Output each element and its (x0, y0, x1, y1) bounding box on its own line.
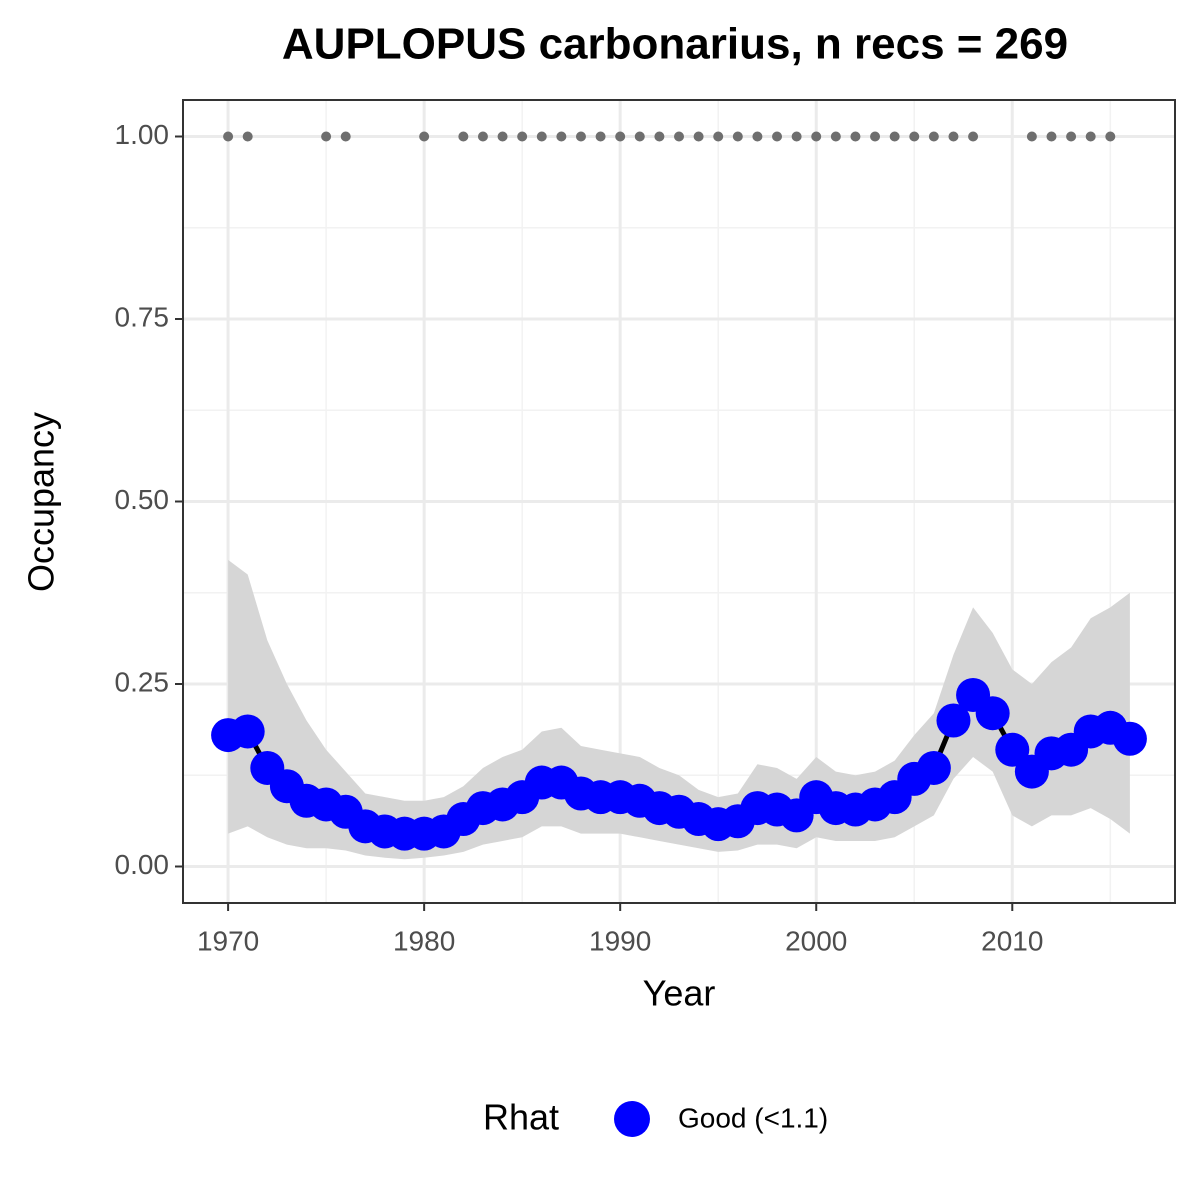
x-tick-label: 2010 (981, 925, 1043, 956)
record-point (654, 131, 665, 142)
x-tick-label: 1970 (197, 925, 259, 956)
record-point (458, 131, 469, 142)
record-point (536, 131, 547, 142)
legend-label: Good (<1.1) (678, 1102, 828, 1133)
x-axis-label: Year (643, 973, 716, 1014)
legend-title: Rhat (483, 1097, 559, 1138)
record-point (732, 131, 743, 142)
record-point (477, 131, 488, 142)
point (975, 696, 1010, 731)
record-point (693, 131, 704, 142)
record-point (909, 131, 920, 142)
record-point (595, 131, 606, 142)
point (995, 732, 1030, 767)
record-point (968, 131, 979, 142)
y-tick-label: 0.00 (115, 849, 170, 880)
record-point (1026, 131, 1037, 142)
record-point (242, 131, 253, 142)
record-point (713, 131, 724, 142)
y-axis-label: Occupancy (21, 412, 62, 592)
record-point (850, 131, 861, 142)
record-point (870, 131, 881, 142)
record-point (889, 131, 900, 142)
record-point (1066, 131, 1077, 142)
chart-title: AUPLOPUS carbonarius, n recs = 269 (282, 20, 1068, 69)
point (1112, 721, 1147, 756)
record-point (948, 131, 959, 142)
point (916, 750, 951, 785)
x-tick-label: 2000 (785, 925, 847, 956)
record-point (321, 131, 332, 142)
y-tick-label: 1.00 (115, 119, 170, 150)
legend-key (614, 1101, 650, 1137)
record-point (340, 131, 351, 142)
record-point (223, 131, 234, 142)
record-point (615, 131, 626, 142)
y-tick-label: 0.75 (115, 301, 170, 332)
record-point (517, 131, 528, 142)
x-tick-label: 1990 (589, 925, 651, 956)
record-point (811, 131, 822, 142)
record-point (1046, 131, 1057, 142)
record-point (1085, 131, 1096, 142)
record-point (674, 131, 684, 142)
x-tick-label: 1980 (393, 925, 455, 956)
point (230, 714, 265, 749)
record-point (928, 131, 939, 142)
record-point (772, 131, 783, 142)
record-point (419, 131, 430, 142)
record-point (556, 131, 567, 142)
record-point (634, 131, 645, 142)
plot-border (182, 99, 1176, 904)
record-point (830, 131, 841, 142)
point (936, 703, 971, 738)
record-point (752, 131, 763, 142)
record-point (575, 131, 586, 142)
y-tick-label: 0.25 (115, 666, 170, 697)
y-tick-label: 0.50 (115, 484, 170, 515)
record-point (791, 131, 802, 142)
record-point (497, 131, 508, 142)
record-point (1105, 131, 1116, 142)
